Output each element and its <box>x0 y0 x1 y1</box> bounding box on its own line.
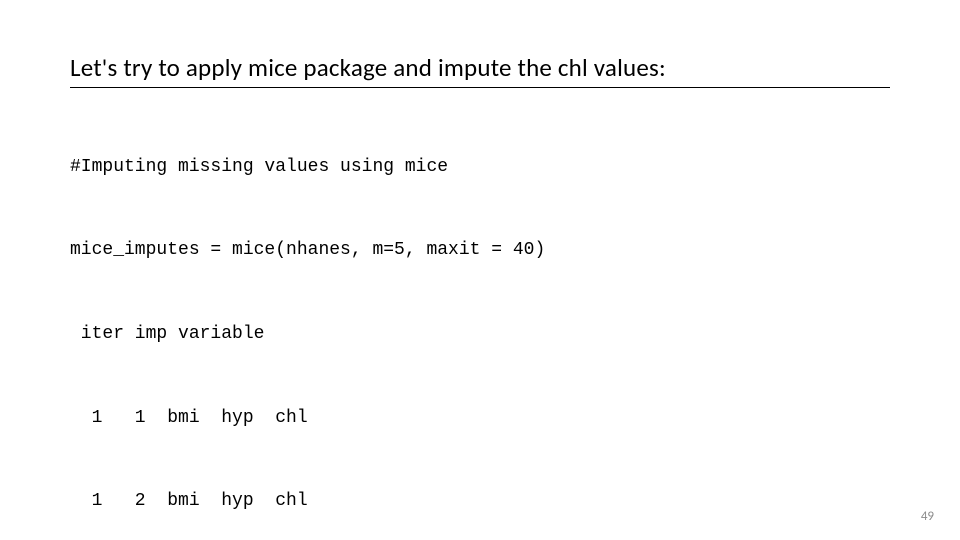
code-line: iter imp variable <box>70 321 890 349</box>
code-line: mice_imputes = mice(nhanes, m=5, maxit =… <box>70 237 890 265</box>
page-number: 49 <box>921 509 934 524</box>
code-line: 1 2 bmi hyp chl <box>70 488 890 516</box>
slide: Let's try to apply mice package and impu… <box>0 0 960 540</box>
code-line: #Imputing missing values using mice <box>70 154 890 182</box>
code-line: 1 1 bmi hyp chl <box>70 405 890 433</box>
code-block: #Imputing missing values using mice mice… <box>70 98 890 540</box>
slide-title: Let's try to apply mice package and impu… <box>70 52 890 88</box>
